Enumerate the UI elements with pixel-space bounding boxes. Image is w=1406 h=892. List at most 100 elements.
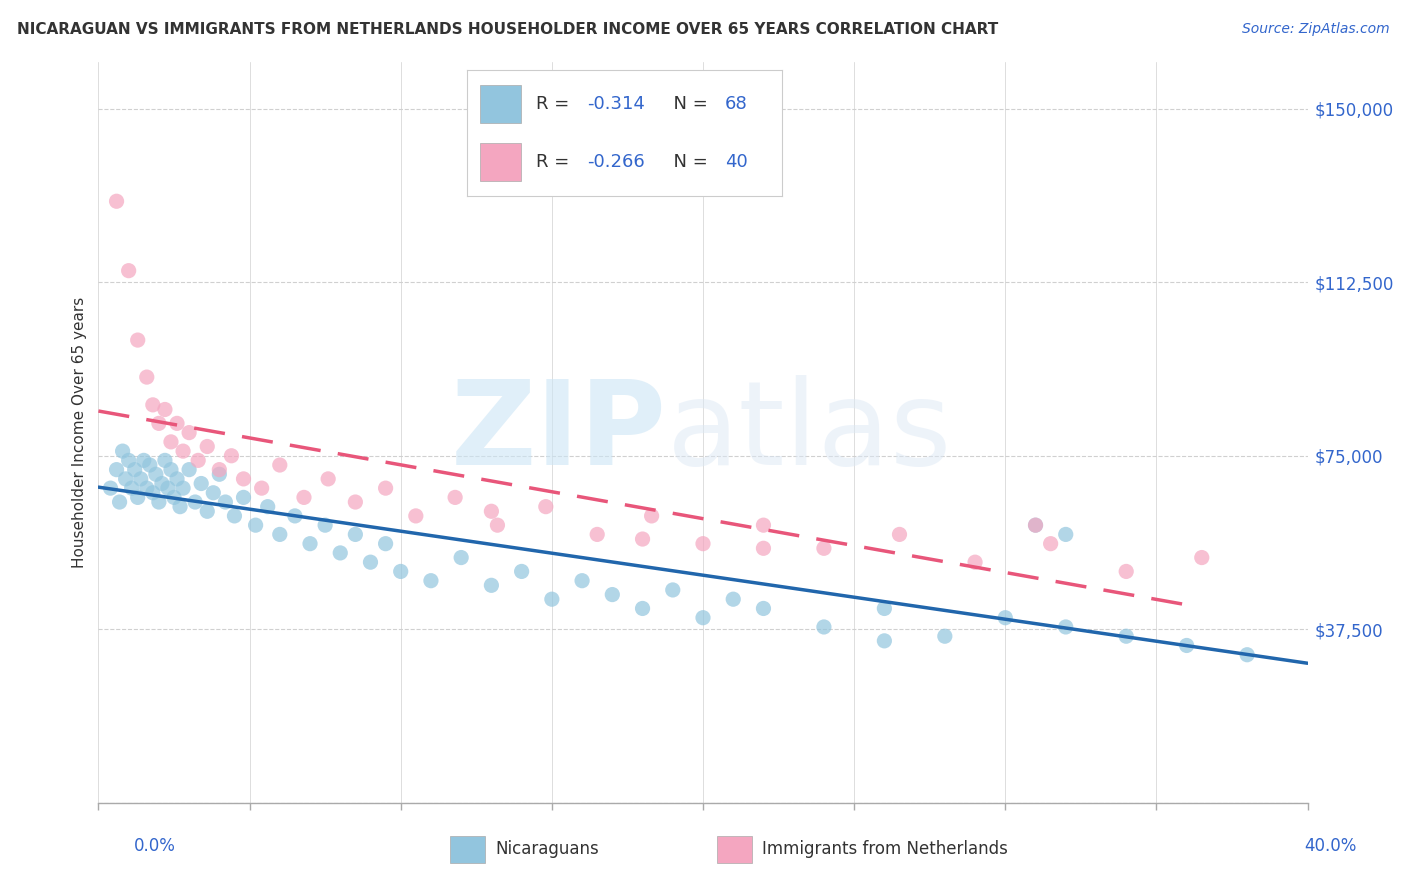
Point (813, 541, 835, 556)
Point (202, 485, 225, 500)
Text: ZIP: ZIP (451, 376, 666, 490)
Point (129, 472, 152, 486)
Point (179, 462, 201, 476)
Point (142, 485, 165, 500)
Point (179, 425, 201, 440)
Point (692, 610, 714, 624)
Point (118, 453, 141, 467)
Point (118, 263, 141, 277)
Point (166, 472, 188, 486)
Point (1024, 518, 1046, 533)
Point (316, 472, 339, 486)
Point (1054, 527, 1077, 541)
Text: Nicaraguans: Nicaraguans (495, 840, 599, 858)
Point (444, 491, 467, 505)
Point (1039, 536, 1062, 550)
Point (256, 500, 278, 514)
Point (195, 504, 218, 518)
Point (344, 527, 367, 541)
Point (389, 565, 412, 579)
Point (510, 565, 533, 579)
Point (148, 495, 170, 509)
Point (208, 467, 231, 482)
Point (752, 541, 775, 556)
Point (481, 578, 503, 592)
Point (813, 620, 835, 634)
Point (486, 518, 509, 533)
Point (105, 194, 128, 209)
Point (153, 402, 176, 417)
Point (163, 491, 186, 505)
Point (132, 453, 155, 467)
Point (360, 555, 382, 569)
Text: atlas: atlas (666, 376, 952, 490)
Point (127, 333, 149, 347)
Point (269, 527, 291, 541)
Point (314, 518, 336, 533)
Point (135, 481, 157, 495)
Point (208, 462, 231, 476)
Point (187, 453, 209, 467)
Y-axis label: Householder Income Over 65 years: Householder Income Over 65 years (72, 297, 87, 568)
Point (586, 527, 609, 541)
Point (571, 574, 593, 588)
Point (172, 481, 194, 495)
Text: 0.0%: 0.0% (134, 837, 176, 855)
Point (965, 555, 987, 569)
Point (873, 633, 896, 648)
Point (1024, 518, 1046, 533)
Point (148, 417, 170, 431)
Point (631, 532, 654, 546)
Point (105, 462, 128, 476)
Point (111, 444, 134, 458)
Point (114, 472, 136, 486)
Point (172, 444, 194, 458)
Point (344, 495, 367, 509)
Point (221, 449, 243, 463)
Point (889, 527, 911, 541)
Point (1175, 639, 1198, 653)
Point (250, 481, 273, 495)
Point (602, 588, 624, 602)
Point (184, 495, 207, 509)
Point (534, 500, 557, 514)
Point (374, 536, 396, 550)
Point (150, 476, 173, 491)
Point (156, 481, 179, 495)
Point (1191, 550, 1213, 565)
Point (124, 462, 146, 476)
Point (121, 481, 143, 495)
Point (405, 508, 427, 523)
Point (661, 582, 683, 597)
Point (232, 472, 254, 486)
Point (269, 458, 291, 472)
Point (153, 453, 176, 467)
Point (631, 601, 654, 615)
Point (169, 500, 191, 514)
Point (160, 462, 183, 476)
Point (640, 508, 662, 523)
Point (100, 481, 122, 495)
Point (139, 458, 162, 472)
Point (329, 546, 352, 560)
Text: NICARAGUAN VS IMMIGRANTS FROM NETHERLANDS HOUSEHOLDER INCOME OVER 65 YEARS CORRE: NICARAGUAN VS IMMIGRANTS FROM NETHERLAND… (17, 22, 998, 37)
Point (284, 508, 307, 523)
Point (450, 550, 472, 565)
Point (245, 518, 267, 533)
Point (1115, 565, 1137, 579)
Text: 40.0%: 40.0% (1305, 837, 1357, 855)
Point (994, 610, 1017, 624)
Point (127, 491, 149, 505)
Text: Immigrants from Netherlands: Immigrants from Netherlands (762, 840, 1008, 858)
Point (752, 601, 775, 615)
Point (214, 495, 236, 509)
Point (692, 536, 714, 550)
Point (540, 592, 562, 607)
Point (108, 495, 131, 509)
Point (224, 508, 246, 523)
Point (481, 504, 503, 518)
Point (232, 491, 254, 505)
Point (723, 592, 745, 607)
Point (142, 398, 165, 412)
Point (752, 518, 775, 533)
